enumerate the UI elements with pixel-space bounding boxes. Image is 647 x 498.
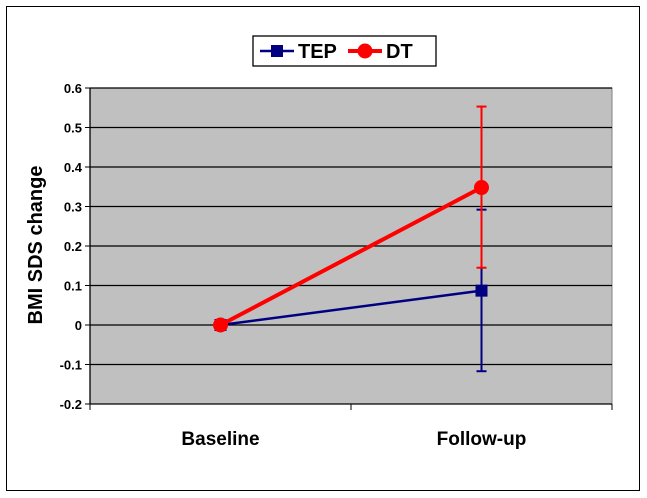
legend-label: TEP	[298, 41, 337, 63]
x-category-label: Baseline	[181, 429, 259, 450]
y-tick-label: -0.1	[60, 358, 82, 373]
legend-label: DT	[386, 41, 413, 63]
data-point	[475, 284, 488, 297]
data-point	[474, 180, 489, 196]
y-tick-label: 0.5	[64, 121, 82, 136]
y-tick-label: 0.2	[64, 239, 82, 254]
series-line	[219, 185, 483, 327]
data-point	[213, 317, 228, 333]
axes	[89, 88, 613, 410]
x-category-label: Follow-up	[437, 429, 527, 450]
series-group	[213, 105, 489, 373]
series-dt	[213, 105, 489, 333]
x-category-labels: Baseline Follow-up	[181, 429, 526, 450]
legend-swatch-marker	[271, 45, 283, 57]
legend: TEP DT	[252, 35, 437, 67]
y-tick-label: 0.1	[64, 279, 82, 294]
gridlines	[85, 87, 612, 405]
legend-item-dt: DT	[348, 41, 413, 63]
y-tick-label: 0	[75, 318, 82, 333]
y-tick-label: 0.3	[64, 200, 82, 215]
y-tick-label: 0.6	[64, 81, 82, 96]
legend-swatch-marker	[357, 43, 373, 59]
series-line	[220, 289, 482, 327]
legend-item-tep: TEP	[260, 41, 337, 63]
y-tick-label: 0.4	[64, 160, 83, 175]
y-axis-label: BMI SDS change	[25, 166, 47, 325]
y-tick-label: -0.2	[60, 397, 82, 412]
y-tick-labels: 0.6 0.5 0.4 0.3 0.2 0.1 0 -0.1 -0.2	[60, 81, 83, 412]
